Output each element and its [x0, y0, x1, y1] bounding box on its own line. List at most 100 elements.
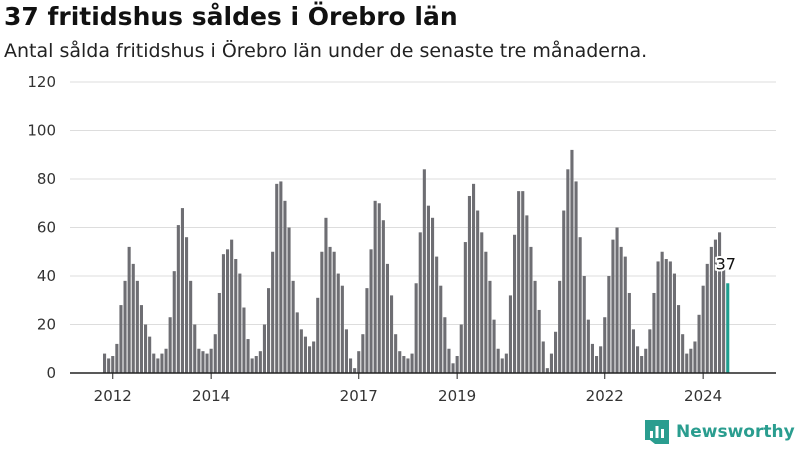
bar: [656, 261, 660, 373]
x-tick-label: 2012: [94, 387, 132, 405]
bar: [492, 319, 496, 373]
bar: [385, 263, 389, 374]
bar: [295, 312, 299, 374]
bar: [668, 261, 672, 373]
bar: [431, 217, 435, 373]
bar: [484, 251, 488, 373]
bar: [320, 251, 324, 373]
bar: [455, 356, 459, 373]
bar: [570, 149, 574, 373]
bar: [636, 346, 640, 373]
bar: [213, 334, 217, 373]
chart-title: 37 fritidshus såldes i Örebro län: [4, 2, 458, 31]
bar: [148, 336, 152, 374]
bar: [123, 280, 127, 373]
bar: [185, 237, 189, 373]
bar: [517, 191, 521, 374]
x-tick-label: 2014: [192, 387, 230, 405]
bar: [677, 305, 681, 373]
x-tick-label: 2019: [438, 387, 476, 405]
bar: [103, 353, 107, 373]
bar: [467, 195, 471, 373]
bar: [250, 358, 254, 373]
bar: [476, 210, 480, 373]
bar: [394, 334, 398, 373]
bar: [705, 263, 709, 374]
bar: [373, 200, 377, 373]
bar: [357, 351, 361, 373]
bar: [443, 317, 447, 373]
bar: [611, 239, 615, 374]
bar: [426, 205, 430, 373]
bar: [230, 239, 234, 374]
bar: [451, 363, 455, 373]
bar: [554, 331, 558, 373]
bar: [574, 181, 578, 373]
bar: [316, 297, 320, 373]
bar: [537, 309, 541, 373]
bar: [685, 353, 689, 373]
newsworthy-logo: Newsworthy: [645, 420, 795, 444]
bar: [156, 358, 160, 373]
bar: [193, 324, 197, 373]
bar: [693, 341, 697, 373]
bar: [480, 232, 484, 373]
x-tick-label: 2017: [340, 387, 378, 405]
bar: [135, 280, 139, 373]
bar: [242, 307, 246, 373]
bar: [267, 288, 271, 374]
bar: [344, 329, 348, 373]
bar: [398, 351, 402, 373]
bar: [361, 334, 365, 373]
bar: [127, 246, 131, 373]
bar: [713, 239, 717, 374]
bar: [648, 329, 652, 373]
bar: [410, 353, 414, 373]
bar: [107, 358, 111, 373]
bar: [291, 280, 295, 373]
bar: [414, 283, 418, 373]
bar: [529, 246, 533, 373]
bar: [119, 305, 123, 373]
bar: [275, 183, 279, 373]
bar: [308, 346, 312, 373]
bar: [701, 285, 705, 373]
y-tick-label: 0: [46, 364, 56, 382]
bar: [508, 295, 512, 373]
y-tick-label: 40: [37, 267, 56, 285]
bar: [217, 292, 221, 373]
bar: [390, 295, 394, 373]
y-tick-label: 120: [27, 73, 56, 91]
bar: [201, 351, 205, 373]
bar: [566, 169, 570, 373]
bar: [340, 285, 344, 373]
bar: [562, 210, 566, 373]
bar: [435, 256, 439, 373]
bar: [640, 356, 644, 373]
bar: [402, 356, 406, 373]
bar: [381, 220, 385, 373]
bar: [541, 341, 545, 373]
bar: [513, 234, 517, 373]
bar: [226, 249, 230, 373]
bar: [599, 346, 603, 373]
bar: [504, 353, 508, 373]
bar: [377, 203, 381, 373]
bar: [459, 324, 463, 373]
bar: [533, 280, 537, 373]
bar: [131, 263, 135, 374]
bar: [607, 276, 611, 373]
bar: [221, 254, 225, 373]
bar: [332, 251, 336, 373]
bar: [262, 324, 266, 373]
bar: [258, 351, 262, 373]
bar: [521, 191, 525, 374]
bar: [209, 348, 213, 373]
bar: [472, 183, 476, 373]
bar: [287, 227, 291, 373]
bar: [590, 343, 594, 373]
bar: [595, 356, 599, 373]
bar: [197, 348, 201, 373]
y-tick-label: 60: [37, 219, 56, 237]
bar: [709, 246, 713, 373]
